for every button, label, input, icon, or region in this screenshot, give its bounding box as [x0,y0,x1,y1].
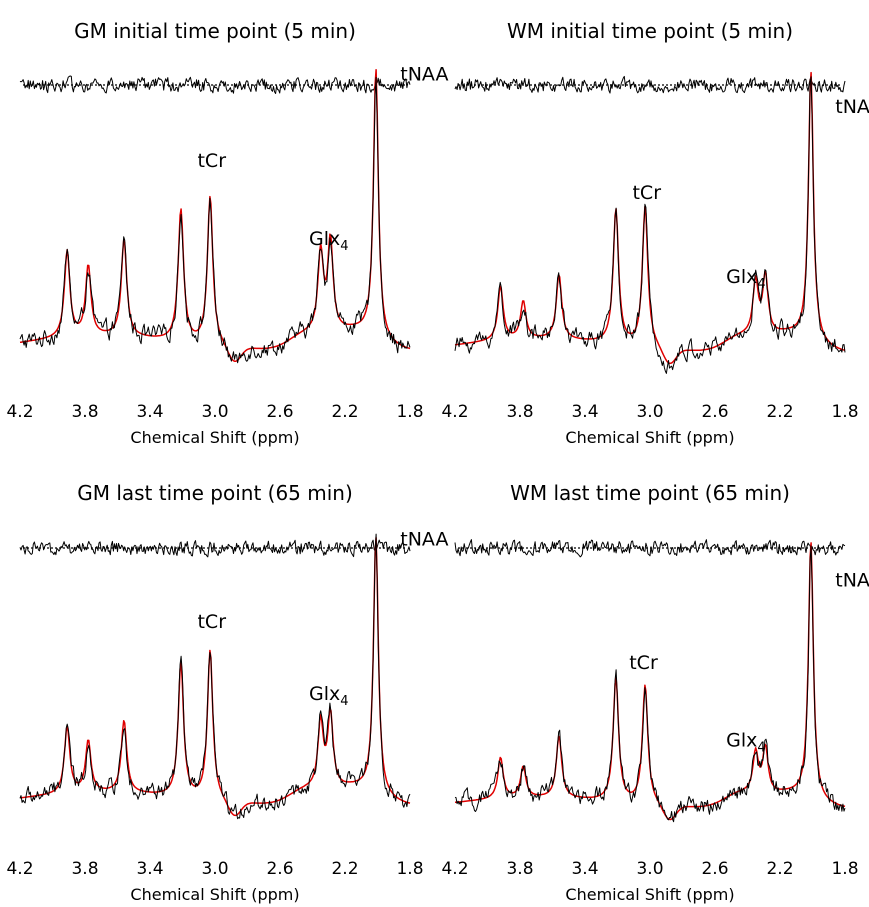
x-tick-label: 4.2 [441,402,468,422]
residual-line [454,75,846,94]
peak-label-tcr: tCr [632,182,661,204]
x-tick-labels: 4.2 3.8 3.4 3.0 2.6 2.2 1.8 [6,402,423,422]
panel-gm-last: GM last time point (65 min) 4.2 3.8 3.4 3.0… [6,481,448,904]
x-tick-label: 3.8 [506,859,533,879]
peak-label-tcr: tCr [197,611,226,633]
residual-line [19,539,411,558]
x-tick-labels: 4.2 3.8 3.4 3.0 2.6 2.2 1.8 [441,859,858,879]
x-tick-label: 2.6 [266,402,293,422]
x-tick-label: 2.2 [766,402,793,422]
peak-label-tnaa: tNAA [835,96,869,118]
x-axis-label: Chemical Shift (ppm) [565,885,734,904]
x-tick-label: 2.2 [331,859,358,879]
x-tick-label: 4.2 [6,402,33,422]
measured-line [19,533,411,820]
fit-line [454,542,846,821]
peak-label-glx: Glx4 [309,683,349,709]
x-tick-label: 2.6 [701,402,728,422]
x-tick-label: 1.8 [831,402,858,422]
x-axis-label: Chemical Shift (ppm) [130,885,299,904]
residual-line [454,539,846,558]
fit-line [454,71,846,365]
x-tick-label: 3.4 [136,859,163,879]
x-tick-label: 1.8 [831,859,858,879]
x-tick-label: 1.8 [396,402,423,422]
x-tick-label: 3.4 [136,402,163,422]
measured-line [454,545,846,823]
measured-line [454,76,846,374]
fit-line [19,536,411,817]
x-tick-label: 3.8 [506,402,533,422]
peak-label-glx: Glx4 [726,266,766,292]
x-tick-label: 3.0 [201,402,228,422]
x-axis-label: Chemical Shift (ppm) [565,428,734,447]
panel-title: WM initial time point (5 min) [507,19,793,43]
x-tick-label: 3.8 [71,402,98,422]
x-tick-label: 4.2 [6,859,33,879]
peak-label-glx: Glx4 [726,730,766,756]
x-tick-labels: 4.2 3.8 3.4 3.0 2.6 2.2 1.8 [441,402,858,422]
peak-label-tnaa: tNAA [400,528,448,550]
x-tick-label: 3.4 [571,859,598,879]
peak-label-tnaa: tNAA [400,63,448,85]
residual-line [19,75,411,94]
x-tick-label: 3.8 [71,859,98,879]
x-tick-label: 2.6 [266,859,293,879]
fit-line [19,68,411,363]
panel-title: GM initial time point (5 min) [74,19,356,43]
x-tick-label: 3.0 [201,859,228,879]
x-tick-label: 2.6 [701,859,728,879]
panel-wm-initial: WM initial time point (5 min) 4.2 3.8 3.4 3… [441,19,869,447]
x-tick-label: 3.0 [636,859,663,879]
peak-label-tcr: tCr [197,150,226,172]
measured-line [19,76,411,364]
peak-label-tcr: tCr [629,652,658,674]
x-tick-labels: 4.2 3.8 3.4 3.0 2.6 2.2 1.8 [6,859,423,879]
x-tick-label: 1.8 [396,859,423,879]
peak-label-tnaa: tNAA [835,570,869,592]
x-tick-label: 2.2 [766,859,793,879]
x-tick-label: 4.2 [441,859,468,879]
x-tick-label: 3.0 [636,402,663,422]
panel-title: GM last time point (65 min) [77,481,353,505]
panel-title: WM last time point (65 min) [510,481,790,505]
x-tick-label: 3.4 [571,402,598,422]
panel-gm-initial: GM initial time point (5 min) 4.2 3.8 3.4 3… [6,19,448,447]
x-axis-label: Chemical Shift (ppm) [130,428,299,447]
x-tick-label: 2.2 [331,402,358,422]
panel-wm-last: WM last time point (65 min) 4.2 3.8 3.4 3.0… [441,481,869,904]
